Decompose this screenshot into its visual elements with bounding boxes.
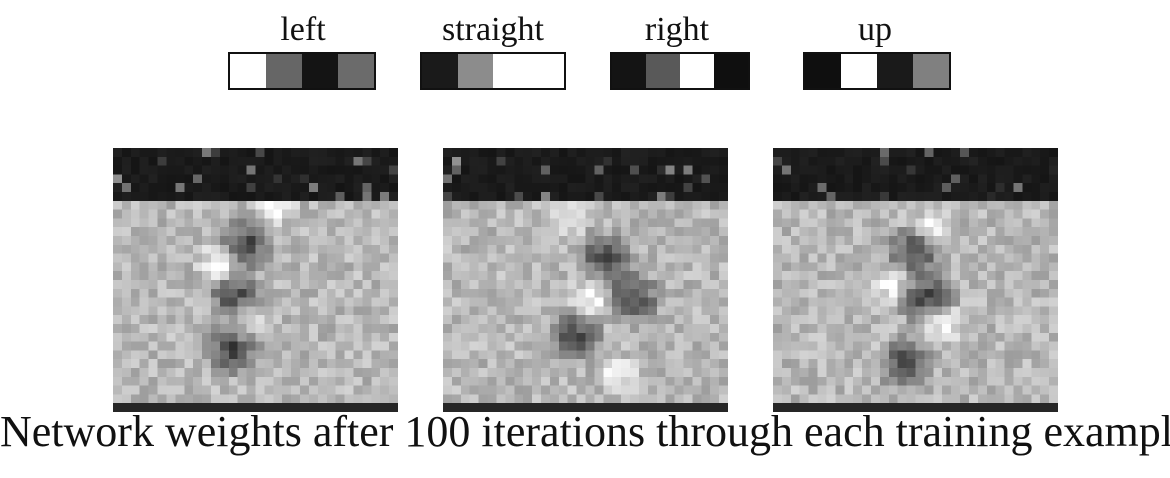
output-label-right: right [607, 12, 747, 48]
output-weight-cell [612, 54, 646, 88]
output-weights-up [803, 52, 951, 90]
hidden-unit-weights-2 [443, 148, 728, 412]
output-weight-cell [529, 54, 565, 88]
output-weights-left [228, 52, 376, 90]
output-weight-cell [877, 54, 913, 88]
output-weight-cell [646, 54, 680, 88]
output-label-straight: straight [418, 12, 568, 48]
output-weights-straight [420, 52, 566, 90]
figure-caption: Network weights after 100 iterations thr… [0, 404, 1170, 460]
hidden-unit-weights-1 [113, 148, 398, 412]
output-weight-cell [493, 54, 529, 88]
output-weight-cell [680, 54, 714, 88]
output-weight-cell [338, 54, 374, 88]
output-weight-cell [422, 54, 458, 88]
output-weight-cell [841, 54, 877, 88]
output-label-up: up [800, 12, 950, 48]
output-weight-cell [302, 54, 338, 88]
output-label-left: left [228, 12, 378, 48]
hidden-unit-weights-3 [773, 148, 1058, 412]
output-weight-cell [714, 54, 748, 88]
output-weight-cell [458, 54, 494, 88]
output-weight-cell [230, 54, 266, 88]
output-weight-cell [805, 54, 841, 88]
output-weight-cell [266, 54, 302, 88]
output-weights-right [610, 52, 750, 90]
output-weight-cell [913, 54, 949, 88]
